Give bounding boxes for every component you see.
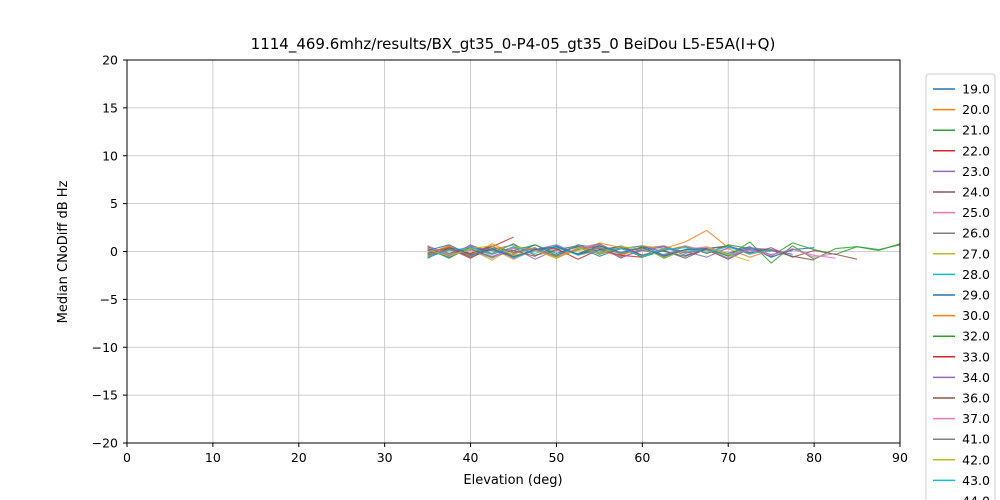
legend-entry: 21.0: [933, 123, 990, 138]
legend-entry: 29.0: [933, 288, 990, 303]
tick-labels-layer: 0 10 20 30 40 50 60 70 80 90 −20 −15 −10 −5 0 5 10 15 20: [92, 53, 908, 466]
legend-entry-label: 34.0: [962, 370, 990, 385]
legend-entry-label: 32.0: [962, 329, 990, 344]
legend-entry-label: 20.0: [962, 102, 990, 117]
legend-entry: 37.0: [933, 411, 990, 426]
legend-entry: 27.0: [933, 246, 990, 261]
ticks-layer: [123, 59, 901, 447]
legend-entry: 44.0: [962, 494, 990, 500]
x-tick-label: 80: [806, 450, 822, 465]
y-tick-label: −20: [92, 436, 118, 451]
x-tick-label: 30: [377, 450, 393, 465]
legend-entry: 25.0: [933, 205, 990, 220]
x-tick-label: 40: [463, 450, 479, 465]
legend: 19.0 20.0 21.0 22.0 23.0 24.0 25.0 26.0 27.0 28.0…: [925, 73, 996, 500]
legend-entry-label: 27.0: [962, 246, 990, 261]
legend-entry: 34.0: [933, 370, 990, 385]
x-tick-label: 10: [205, 450, 221, 465]
legend-entry-label: 30.0: [962, 308, 990, 323]
y-tick-label: 15: [102, 100, 118, 115]
legend-entry-label: 24.0: [962, 185, 990, 200]
legend-entry-label: 19.0: [962, 82, 990, 97]
x-tick-label: 0: [123, 450, 131, 465]
legend-entry: 42.0: [933, 452, 990, 467]
legend-entry: 24.0: [933, 185, 990, 200]
legend-entry: 41.0: [933, 432, 990, 447]
x-tick-label: 90: [892, 450, 908, 465]
series-line-44.0: [427, 244, 707, 258]
chart-title: 1114_469.6mhz/results/BX_gt35_0-P4-05_gt…: [251, 35, 776, 54]
y-tick-label: 20: [102, 53, 118, 68]
y-axis-label: Median CNoDiff dB Hz: [56, 180, 71, 323]
legend-entry-label: 26.0: [962, 226, 990, 241]
legend-entry-label: 29.0: [962, 288, 990, 303]
legend-entry: 26.0: [933, 226, 990, 241]
legend-entry: 22.0: [933, 143, 990, 158]
y-tick-label: 5: [110, 196, 118, 211]
legend-entry: 28.0: [933, 267, 990, 282]
legend-entry-label: 37.0: [962, 411, 990, 426]
series-line-43.0: [427, 245, 772, 258]
series-line-41.0: [427, 244, 686, 258]
legend-entry: 36.0: [933, 391, 990, 406]
legend-entry-label: 23.0: [962, 164, 990, 179]
y-tick-label: −5: [100, 292, 118, 307]
y-tick-label: 10: [102, 148, 118, 163]
legend-entry-label: 28.0: [962, 267, 990, 282]
y-tick-label: −10: [92, 340, 118, 355]
legend-entry-label: 25.0: [962, 205, 990, 220]
legend-entry: 20.0: [933, 102, 990, 117]
legend-entry-label: 43.0: [962, 473, 990, 488]
x-tick-label: 20: [291, 450, 307, 465]
grid-layer: [126, 59, 901, 444]
series-layer: [427, 229, 901, 264]
y-tick-label: 0: [110, 244, 118, 259]
x-tick-label: 50: [548, 450, 564, 465]
legend-entry: 19.0: [933, 82, 990, 97]
legend-entry: 43.0: [933, 473, 990, 488]
legend-box: [925, 73, 996, 500]
x-tick-label: 60: [634, 450, 650, 465]
legend-entry-label: 42.0: [962, 452, 990, 467]
y-tick-label: −15: [92, 388, 118, 403]
legend-entry-label: 21.0: [962, 123, 990, 138]
x-tick-label: 70: [720, 450, 736, 465]
x-axis-label: Elevation (deg): [463, 473, 562, 488]
legend-entry-label: 36.0: [962, 391, 990, 406]
legend-entry: 32.0: [933, 329, 990, 344]
legend-entry: 30.0: [933, 308, 990, 323]
legend-entry: 33.0: [933, 349, 990, 364]
legend-entry-label: 44.0: [962, 494, 990, 500]
legend-entry-label: 33.0: [962, 349, 990, 364]
legend-entry-label: 22.0: [962, 143, 990, 158]
legend-entry: 23.0: [933, 164, 990, 179]
legend-entry-label: 41.0: [962, 432, 990, 447]
